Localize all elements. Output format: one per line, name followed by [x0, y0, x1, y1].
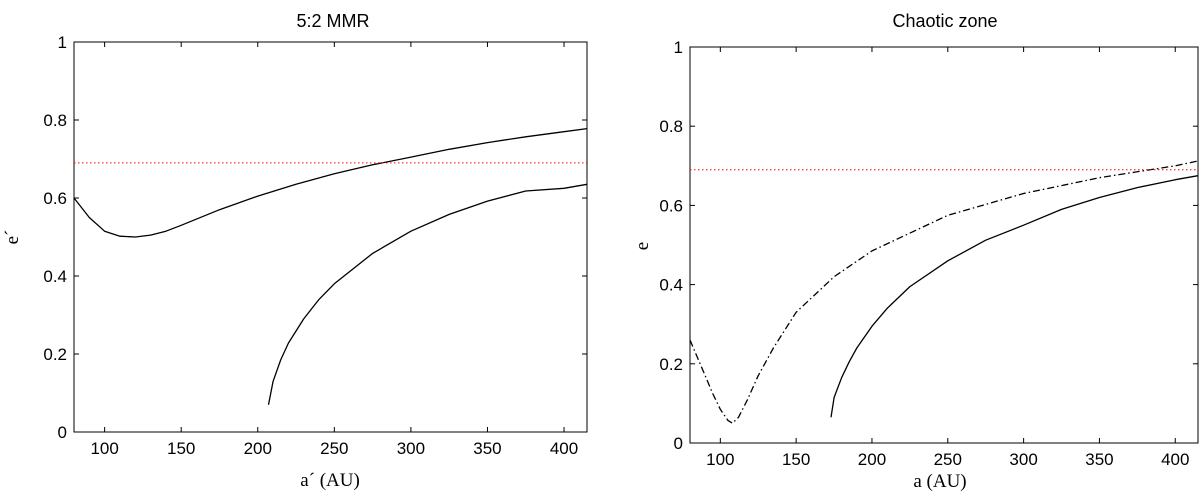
x-tick-label: 250	[934, 450, 962, 469]
chart-panel-chaotic-zone: Chaotic zone 100 150 200 250 300 350 400 00.20…	[632, 11, 1199, 492]
series-line-dashdot-0	[689, 160, 1199, 424]
x-tick-label: 100	[90, 439, 118, 458]
series-group	[689, 160, 1199, 424]
y-tick-label: 1	[58, 33, 67, 52]
x-tick-label: 400	[1161, 450, 1189, 469]
y-tick-label: 0.2	[659, 355, 683, 374]
y-tick-label: 0.2	[43, 345, 67, 364]
x-tick-label: 400	[550, 439, 578, 458]
y-tick-label: 0	[58, 423, 67, 442]
x-tick-label: 200	[858, 450, 886, 469]
plot-frame	[689, 46, 1199, 444]
series-line-solid-1	[267, 183, 588, 405]
y-tick-label: 1	[674, 38, 683, 57]
y-tick-label: 0.4	[43, 267, 67, 286]
y-tick-label: 0.8	[43, 111, 67, 130]
y-tick-labels: 0 0.2 0.4 0.6 0.8 1	[659, 38, 1198, 453]
series-group	[73, 127, 588, 405]
x-tick-label: 150	[782, 450, 810, 469]
x-axis-label: a´ (AU)	[300, 470, 360, 491]
plot-frame	[73, 41, 588, 433]
y-axis-label: e	[632, 242, 653, 250]
chart-title: 5:2 MMR	[296, 11, 369, 31]
series-line-solid-1	[830, 175, 1199, 418]
y-tick-label: 0.4	[659, 276, 683, 295]
chart-panel-5-2-mmr: 5:2 MMR 100 150 200 250 300 350 400 0 0.2 0.4 0.6…	[2, 11, 588, 491]
y-tick-label: 0.6	[659, 196, 683, 215]
x-tick-label: 150	[167, 439, 195, 458]
x-tick-label: 100	[706, 450, 734, 469]
x-tick-label: 300	[1009, 450, 1037, 469]
chart-title: Chaotic zone	[892, 11, 997, 31]
y-tick-label: 0	[674, 434, 683, 453]
x-tick-label: 250	[320, 439, 348, 458]
x-tick-labels: 100 150 200 250 300 350 400	[706, 47, 1189, 469]
y-tick-label: 0.8	[659, 117, 683, 136]
y-axis-label: e´	[2, 230, 23, 245]
x-tick-label: 350	[473, 439, 501, 458]
x-tick-labels: 100 150 200 250 300 350 400	[90, 42, 578, 458]
y-tick-labels: 0 0.2 0.4 0.6 0.8 1	[43, 33, 587, 442]
x-tick-label: 300	[397, 439, 425, 458]
x-axis-label: a (AU)	[913, 471, 966, 492]
x-tick-label: 200	[244, 439, 272, 458]
x-tick-label: 350	[1085, 450, 1113, 469]
y-tick-label: 0.6	[43, 189, 67, 208]
series-line-solid-0	[73, 127, 588, 238]
